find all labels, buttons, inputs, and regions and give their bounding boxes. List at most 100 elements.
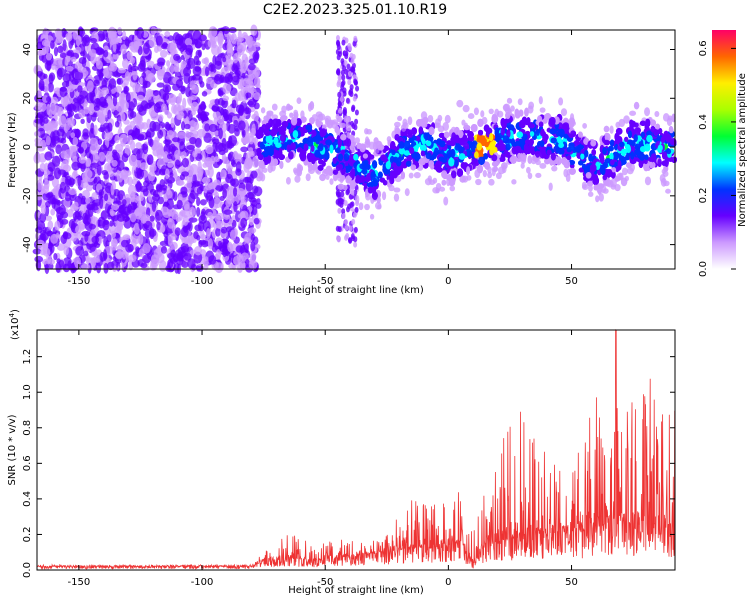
spectrogram-cell <box>112 41 117 52</box>
spectrogram-cell <box>71 161 81 171</box>
spectrogram-cell <box>50 208 56 216</box>
spectrogram-cell <box>506 97 513 104</box>
spectrogram-cell <box>100 87 109 96</box>
spectrogram-cell <box>93 124 98 136</box>
spectrogram-cell <box>192 65 202 77</box>
spectrogram-cell <box>149 36 157 48</box>
spectrogram-cell <box>166 130 175 139</box>
spectrogram-cell <box>132 71 138 81</box>
spectrogram-cell <box>188 206 196 217</box>
spectrogram-cell <box>183 237 189 245</box>
spectrogram-cell <box>211 104 220 113</box>
spectrogram-cell <box>136 115 142 124</box>
spectrogram-cell <box>207 182 217 190</box>
spectrogram-cell <box>184 123 191 130</box>
spectrogram-cell <box>159 179 166 188</box>
spectrogram-cell <box>241 129 246 138</box>
spectrogram-cell <box>129 111 137 119</box>
spectrogram-cell <box>110 230 116 239</box>
spectrogram-cell <box>109 210 116 217</box>
spectrogram-cell <box>180 242 189 253</box>
spectrogram-cell <box>200 150 206 162</box>
spectrogram-cell <box>164 168 170 180</box>
spectrogram-cell <box>163 230 169 238</box>
spectrogram-cell <box>117 67 127 74</box>
spectrogram-cell <box>211 44 220 56</box>
spectrogram-cell <box>75 128 81 139</box>
spectrogram-cell <box>50 96 59 105</box>
spectrogram-cell <box>180 150 187 160</box>
spectrogram-cell <box>215 227 221 237</box>
spectrogram-cell <box>239 260 246 270</box>
spectrogram-cell <box>97 111 104 118</box>
spectrogram-cell <box>348 237 353 244</box>
spectrogram-cell <box>207 211 213 219</box>
spectrogram-cell <box>558 97 564 106</box>
spectrogram-cell <box>159 49 168 58</box>
spectrogram-cell <box>65 153 70 165</box>
spectrogram-cell <box>62 96 69 107</box>
spectrogram-cell <box>194 246 202 256</box>
spectrogram-cell <box>174 149 181 160</box>
spectrogram-cell <box>186 180 192 190</box>
spectrogram-cell <box>337 200 342 207</box>
spectrogram-cell <box>199 229 205 240</box>
spectrogram-cell <box>217 36 224 43</box>
spectrogram-cell <box>162 93 170 101</box>
spectrogram-cell <box>146 60 155 68</box>
spectrogram-cell <box>111 159 118 167</box>
spectrogram-cell <box>339 96 344 103</box>
spectrogram-cell <box>335 34 340 41</box>
spectrogram-cell <box>175 180 185 186</box>
spectrogram-cell <box>70 56 77 63</box>
spectrogram-cell <box>159 224 166 233</box>
spectrogram-cell <box>180 86 186 95</box>
spectrogram-cell <box>48 74 54 85</box>
spectrogram-cell <box>56 258 61 264</box>
spectrogram-cell <box>92 79 100 87</box>
spectrogram-cell <box>232 53 239 64</box>
spectrogram-cell <box>77 66 87 73</box>
spectrogram-cell <box>85 197 91 204</box>
spectrogram-cell <box>129 120 136 129</box>
spectrogram-cell <box>39 212 47 223</box>
spectrogram-cell <box>89 144 98 155</box>
spectrogram-cell <box>50 233 59 244</box>
spectrogram-cell <box>214 55 223 66</box>
spectrogram-cell <box>150 259 160 267</box>
spectrogram-cell <box>226 160 231 172</box>
spectrogram-cell <box>204 156 213 168</box>
spectrogram-cell <box>149 120 157 133</box>
spectrogram-cell <box>222 27 230 35</box>
spectrogram-cell <box>408 172 414 179</box>
spectrogram-cell <box>173 53 181 61</box>
spectrogram-cell <box>253 102 260 110</box>
spectrogram-cell <box>112 94 118 107</box>
spectrogram-cell <box>336 43 341 50</box>
spectrogram-cell <box>186 63 192 70</box>
spectrogram-cell <box>45 52 53 61</box>
spectrogram-cell <box>125 92 131 103</box>
spectrogram-cell <box>231 75 240 86</box>
spectrogram-cell <box>116 194 121 204</box>
spectrogram-cell <box>90 122 95 134</box>
spectrogram-cell <box>344 53 349 60</box>
spectrogram-cells <box>32 24 677 275</box>
spectrogram-cell <box>47 82 54 93</box>
spectrogram-cell <box>163 139 172 145</box>
spectrogram-cell <box>42 226 47 233</box>
spectrogram-cell <box>150 26 157 36</box>
spectrogram-cell <box>59 86 67 92</box>
spectrogram-cell <box>170 64 175 74</box>
spectrogram-cell <box>85 157 92 168</box>
spectrogram-cell <box>250 241 256 252</box>
spectrogram-cell <box>35 239 45 247</box>
spectrogram-cell <box>142 42 150 55</box>
spectrogram-cell <box>68 188 77 196</box>
spectrogram-cell <box>246 100 255 106</box>
spectrogram-cell <box>59 52 67 59</box>
spectrogram-cell <box>53 57 63 66</box>
spectrogram-cell <box>231 99 237 109</box>
spectrogram-cell <box>207 39 214 48</box>
spectrogram-cell <box>227 185 232 197</box>
